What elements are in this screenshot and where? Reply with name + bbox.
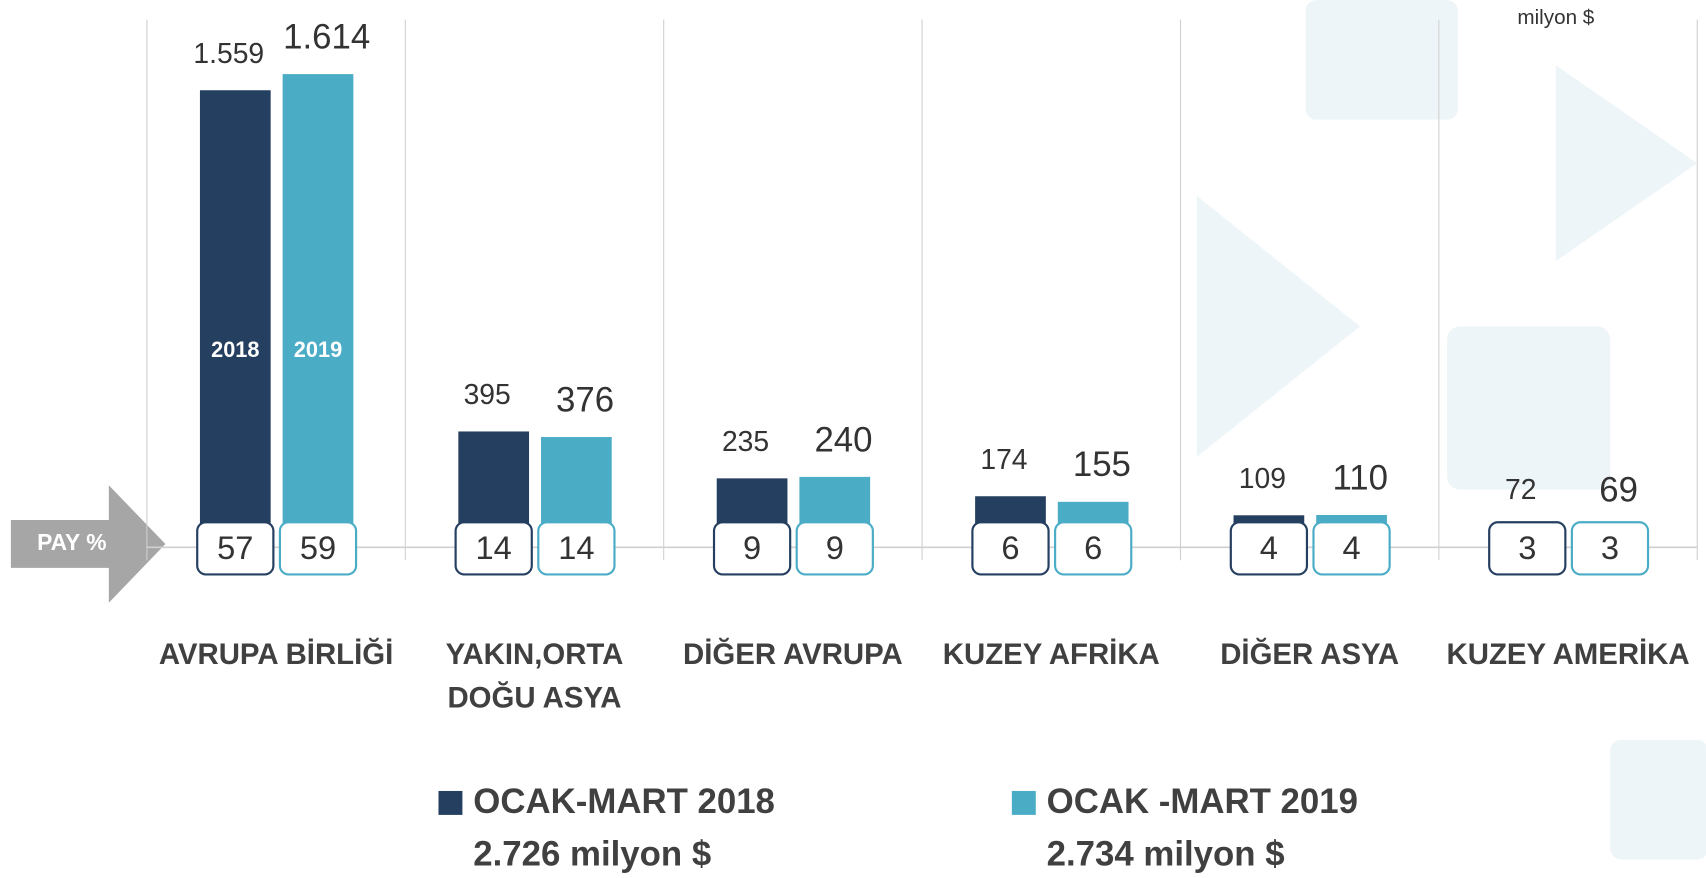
legend-total: 2.726 milyon $ — [473, 834, 711, 873]
share-box — [712, 521, 792, 576]
value-label: 1.614 — [283, 17, 370, 56]
share-box — [795, 521, 874, 576]
share-value: 3 — [1518, 529, 1536, 566]
value-label: 69 — [1599, 470, 1638, 509]
share-value: 14 — [558, 529, 594, 566]
share-value: 14 — [476, 529, 512, 566]
bar-year-label: 2018 — [211, 337, 259, 362]
share-arrow — [10, 485, 166, 603]
share-box — [1488, 521, 1567, 576]
bar — [282, 74, 354, 548]
legend-total: 2.734 milyon $ — [1047, 834, 1285, 873]
legend-label: OCAK-MART 2018 — [473, 782, 775, 821]
share-box — [1570, 521, 1650, 576]
legend-swatch — [438, 790, 463, 815]
share-value: 9 — [743, 529, 761, 566]
category-label: YAKIN,ORTA — [446, 638, 624, 671]
value-label: 110 — [1333, 458, 1388, 497]
value-label: 155 — [1073, 445, 1131, 484]
bar-year-label: 2019 — [294, 337, 342, 362]
value-label: 240 — [814, 420, 872, 459]
category-label: DOĞU ASYA — [447, 680, 621, 714]
bar — [199, 90, 271, 548]
category-label: AVRUPA BİRLİĞİ — [159, 637, 393, 671]
share-box — [1054, 521, 1133, 576]
share-value: 59 — [300, 529, 336, 566]
value-label: 109 — [1239, 462, 1286, 494]
share-value: 6 — [1084, 529, 1102, 566]
share-value: 3 — [1601, 529, 1619, 566]
share-label: PAY % — [37, 529, 106, 555]
share-value: 6 — [1001, 529, 1019, 566]
category-label: KUZEY AFRİKA — [943, 638, 1160, 671]
share-box — [196, 521, 275, 576]
share-value: 9 — [826, 529, 844, 566]
share-value: 57 — [217, 529, 253, 566]
share-box — [971, 521, 1050, 576]
share-box — [537, 521, 616, 576]
category-label: DİĞER ASYA — [1220, 637, 1399, 671]
background-pattern — [1196, 0, 1706, 860]
share-box — [1312, 521, 1391, 576]
share-box — [454, 521, 533, 576]
value-label: 72 — [1505, 473, 1536, 505]
value-label: 174 — [980, 443, 1027, 475]
share-value: 4 — [1260, 529, 1278, 566]
share-value: 4 — [1342, 529, 1360, 566]
value-label: 1.559 — [193, 37, 264, 69]
category-label: DİĞER AVRUPA — [683, 637, 903, 671]
legend-label: OCAK -MART 2019 — [1047, 782, 1358, 821]
value-label: 395 — [464, 378, 511, 410]
value-label: 376 — [556, 380, 614, 419]
category-label: KUZEY AMERİKA — [1447, 638, 1690, 671]
value-label: 235 — [722, 425, 769, 457]
unit-label: milyon $ — [1517, 6, 1594, 29]
legend-swatch — [1011, 790, 1036, 815]
share-box — [1229, 521, 1309, 576]
share-box — [278, 521, 358, 576]
